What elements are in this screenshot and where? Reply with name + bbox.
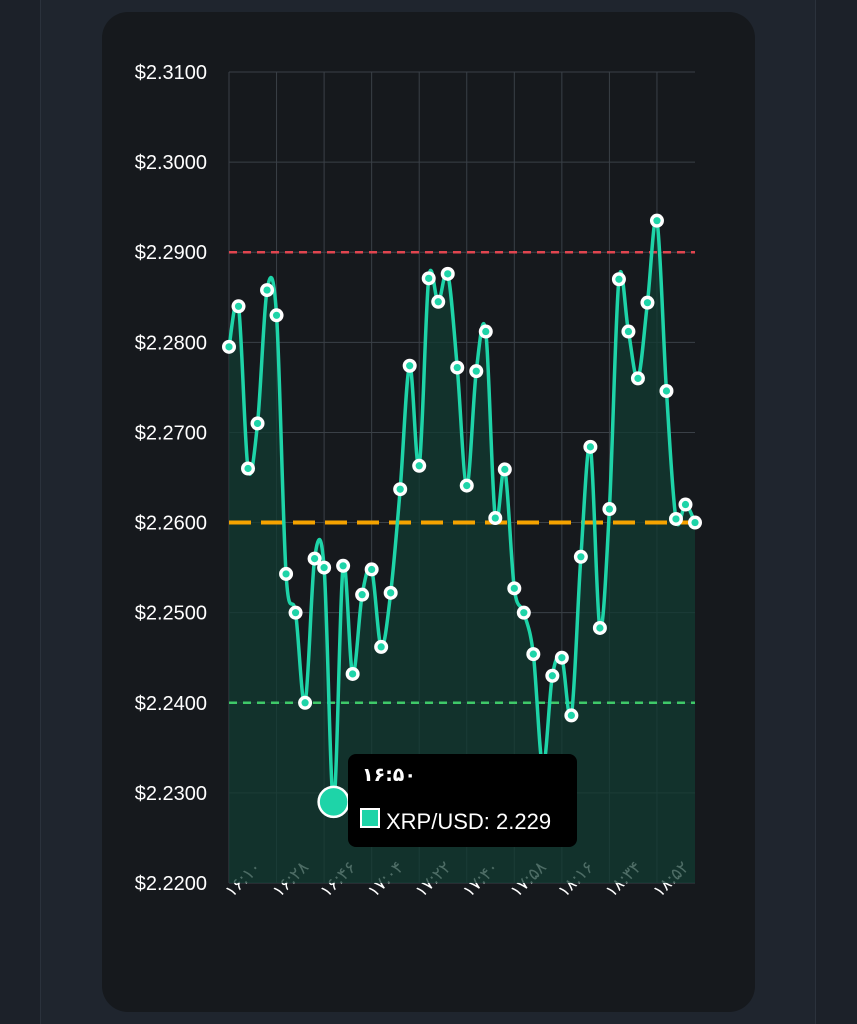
data-point-core [605, 505, 614, 513]
tooltip-series-swatch [360, 808, 380, 828]
area-fill [229, 218, 695, 883]
y-tick-label: $2.2200 [135, 873, 207, 895]
data-point-core [349, 670, 357, 678]
data-point-core [672, 515, 680, 523]
data-point-core [339, 562, 347, 570]
data-point-core [272, 311, 281, 319]
data-point-core [310, 555, 319, 563]
data-point-core [320, 564, 328, 572]
data-point-core [406, 362, 414, 370]
data-point-core [425, 274, 433, 282]
data-point-core [301, 699, 309, 707]
y-tick-label: $2.2600 [135, 513, 207, 535]
y-tick-label: $2.3100 [135, 62, 207, 84]
data-point-core [577, 553, 585, 561]
data-point-core [510, 584, 518, 592]
data-point-core [244, 464, 252, 473]
data-point-core [634, 374, 642, 382]
data-point-core [234, 302, 243, 310]
data-point-core [662, 387, 671, 395]
data-point-core [396, 485, 404, 493]
chart-tooltip: ۱۶:۵۰ XRP/USD: 2.229 [348, 754, 577, 847]
data-point-core [691, 518, 699, 527]
data-point-core [387, 589, 395, 597]
data-point-core [624, 327, 633, 336]
data-point-core [463, 482, 471, 490]
highlighted-data-point [317, 785, 350, 819]
y-tick-label: $2.3000 [135, 152, 207, 174]
data-point-core [453, 363, 461, 372]
data-point-core [377, 643, 385, 651]
data-point-core [558, 654, 566, 662]
data-point-core [225, 343, 233, 351]
data-point-core [596, 624, 604, 632]
data-point-core [482, 327, 490, 336]
data-point-core [368, 565, 376, 574]
y-tick-label: $2.2500 [135, 603, 207, 625]
data-point-core [282, 570, 290, 578]
data-point-core [263, 286, 271, 294]
data-point-core [567, 711, 575, 719]
data-point-core [444, 270, 452, 278]
data-point-core [548, 672, 556, 680]
data-point-core [615, 275, 623, 283]
data-point-core [520, 609, 528, 617]
tooltip-value: XRP/USD: 2.229 [386, 809, 552, 834]
data-point-core [472, 367, 480, 375]
data-point-core [501, 465, 509, 473]
y-tick-label: $2.2400 [135, 693, 207, 715]
data-point-core [681, 500, 690, 509]
data-point-core [358, 591, 366, 599]
data-point-core [643, 299, 652, 307]
data-point-core [415, 462, 423, 470]
y-tick-label: $2.2800 [135, 332, 207, 354]
tooltip-time: ۱۶:۵۰ [362, 764, 416, 786]
data-point-core [491, 514, 499, 522]
y-tick-label: $2.2700 [135, 422, 207, 444]
data-point-core [653, 217, 661, 225]
y-tick-label: $2.2300 [135, 783, 207, 805]
data-point-core [586, 443, 594, 451]
data-point-core [529, 650, 537, 658]
y-tick-label: $2.2900 [135, 242, 207, 264]
data-point-core [434, 298, 442, 306]
data-point-core [291, 609, 300, 617]
data-point-core [253, 419, 262, 428]
